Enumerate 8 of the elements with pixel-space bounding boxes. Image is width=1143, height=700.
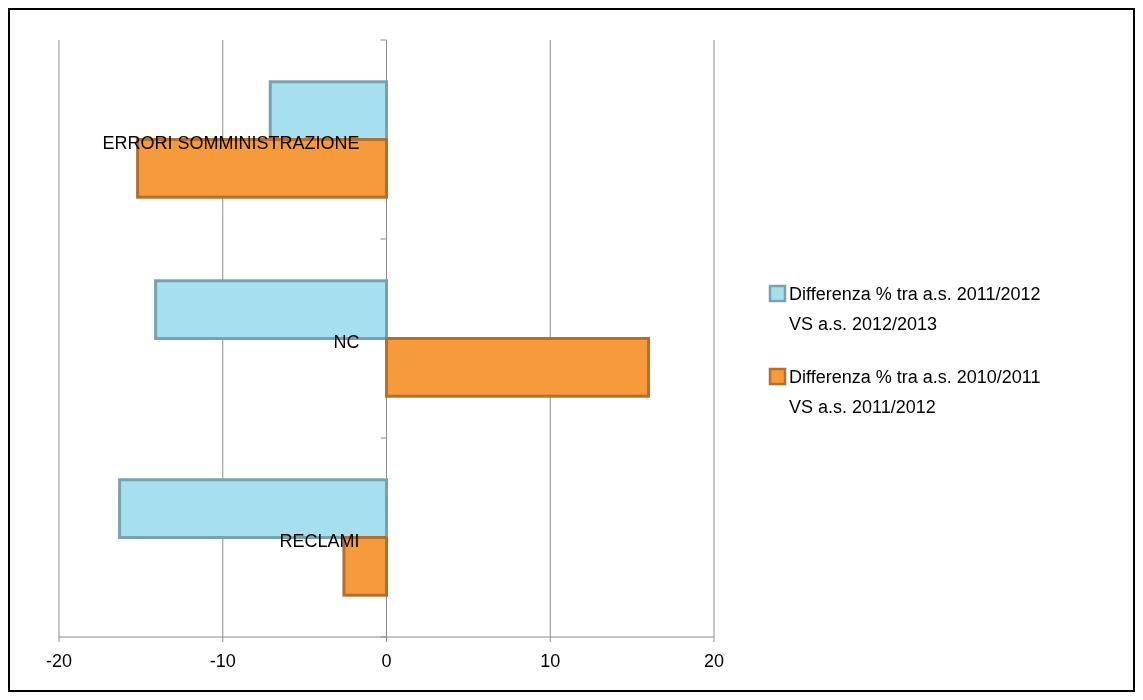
x-tick-label: -20 [45, 651, 73, 671]
x-tick-label: 0 [381, 651, 392, 671]
x-tick-label: 20 [703, 651, 725, 671]
y-tick-label: NC [333, 332, 360, 353]
x-tick-label: 10 [540, 651, 561, 671]
legend-label: Differenza % tra a.s. 2010/2011 VS a.s. 2011/2012 [789, 367, 1041, 417]
legend-label: Differenza % tra a.s. 2011/2012 VS a.s. 2012/2013 [789, 284, 1041, 334]
x-tick-label: -10 [209, 651, 236, 671]
